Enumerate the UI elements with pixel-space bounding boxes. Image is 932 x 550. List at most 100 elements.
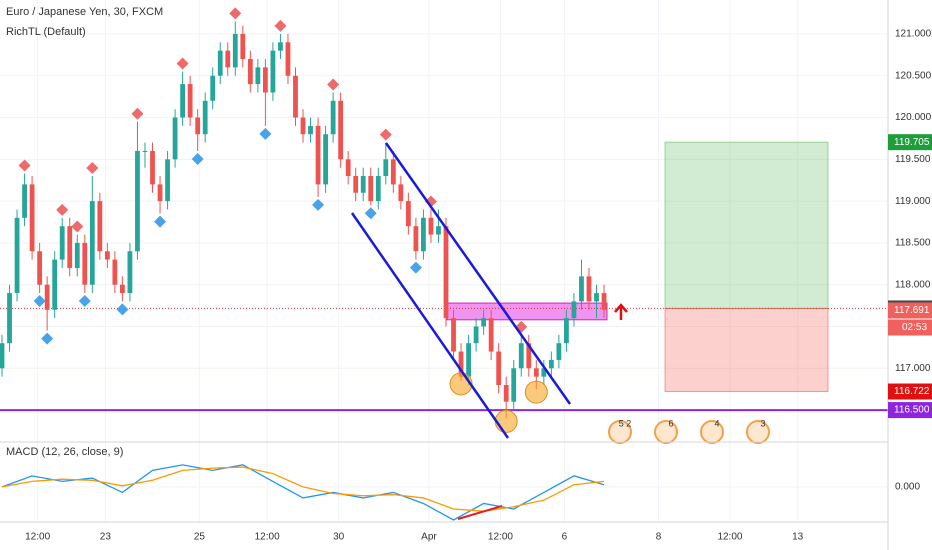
price-tag: [888, 402, 932, 419]
swing-marker: [33, 295, 46, 308]
countdown-tag: [888, 319, 932, 336]
axis: 121.000 120.500 120.000 119.500 119.000 118.5…: [25, 29, 932, 543]
candle-body: [112, 259, 118, 285]
candle-body: [526, 343, 532, 369]
candle-body: [405, 201, 411, 227]
macd-line: [1, 464, 605, 521]
target-zone: [664, 141, 829, 309]
candle-body: [293, 75, 298, 118]
candle-body: [390, 159, 396, 185]
candle-body: [360, 176, 366, 193]
swing-marker: [78, 295, 91, 308]
candle-body: [398, 184, 404, 202]
candle-body: [22, 184, 27, 218]
candle-body: [142, 150, 148, 152]
x-tick-label: 30: [333, 532, 345, 543]
price-tag-label: 117.691: [894, 305, 930, 316]
x-tick-label: 13: [792, 532, 804, 543]
candle-body: [496, 351, 502, 385]
candle-body: [278, 42, 283, 51]
candle-body: [202, 100, 208, 135]
event-icon: [608, 420, 632, 444]
candle-body: [187, 84, 193, 118]
price-tag: [888, 302, 932, 319]
swing-marker: [56, 203, 69, 216]
candle-body: [285, 42, 291, 76]
candle-body: [59, 226, 65, 260]
candle-body: [104, 251, 110, 260]
swing-marker: [131, 107, 144, 120]
candle-body: [511, 368, 517, 402]
candle-body: [82, 242, 88, 285]
candle-body: [368, 176, 374, 202]
candle-body: [533, 368, 539, 377]
candle-body: [451, 318, 456, 352]
candle-body: [564, 318, 569, 344]
swing-marker: [327, 78, 340, 91]
candle-body: [300, 117, 306, 135]
x-tick-label: 23: [100, 532, 112, 543]
candle-body: [345, 159, 351, 177]
stop-zone: [664, 307, 829, 393]
y-tick-label: 119.000: [895, 196, 931, 207]
candle-body: [315, 125, 321, 185]
candle-body: [120, 284, 125, 294]
candle-body: [247, 59, 253, 85]
candle-body: [436, 226, 441, 235]
macd-line: [1, 466, 605, 512]
swing-marker: [41, 332, 54, 345]
indicator-label: RichTL (Default): [6, 26, 86, 38]
x-tick-label: 12:00: [717, 532, 742, 543]
candle-body: [217, 50, 223, 76]
candle-body: [127, 251, 133, 294]
countdown-label: 02:53: [902, 322, 927, 333]
candle-body: [14, 217, 20, 294]
candle-body: [541, 368, 547, 377]
candle-body: [473, 326, 479, 344]
swing-marker: [18, 159, 31, 172]
price-tag-label: 116.500: [894, 405, 930, 416]
price-tag: [888, 134, 932, 151]
swing-marker: [176, 57, 189, 70]
candle-body: [195, 117, 201, 135]
candle-body: [157, 184, 163, 202]
x-tick-label: 12:00: [255, 532, 280, 543]
candle-body: [180, 84, 186, 118]
candle-body: [481, 318, 487, 327]
pivot-circle: [524, 380, 548, 404]
candle-body: [323, 134, 328, 185]
candle-body: [29, 184, 35, 252]
candle-body: [165, 159, 170, 202]
swing-marker: [191, 152, 204, 165]
candle-body: [548, 359, 554, 369]
candle-body: [421, 217, 426, 252]
candle-body: [503, 385, 509, 402]
candle-body: [413, 226, 419, 252]
candle-body: [52, 259, 58, 310]
candle-body: [255, 67, 261, 85]
candle-body: [556, 343, 562, 360]
swing-marker: [274, 19, 287, 32]
event-label: 5 2: [619, 418, 632, 428]
candle-body: [518, 343, 524, 369]
swing-marker: [116, 303, 129, 316]
candle-body: [0, 343, 5, 369]
candle-body: [225, 50, 231, 68]
swing-marker: [229, 7, 242, 20]
event-icon: [654, 420, 678, 444]
candle-body: [488, 318, 494, 352]
macd-title: MACD (12, 26, close, 9): [6, 446, 123, 458]
event-label: 3: [760, 418, 765, 428]
up-arrow: [614, 303, 628, 320]
candle-body: [262, 67, 268, 93]
price-tag-label: 116.722: [894, 386, 930, 397]
candle-body: [601, 293, 607, 310]
candle-body: [135, 150, 140, 252]
x-tick-label: 6: [562, 532, 568, 543]
swing-marker: [379, 128, 392, 141]
swing-marker: [86, 162, 99, 175]
candle-body: [594, 293, 599, 302]
candle-body: [338, 100, 344, 160]
